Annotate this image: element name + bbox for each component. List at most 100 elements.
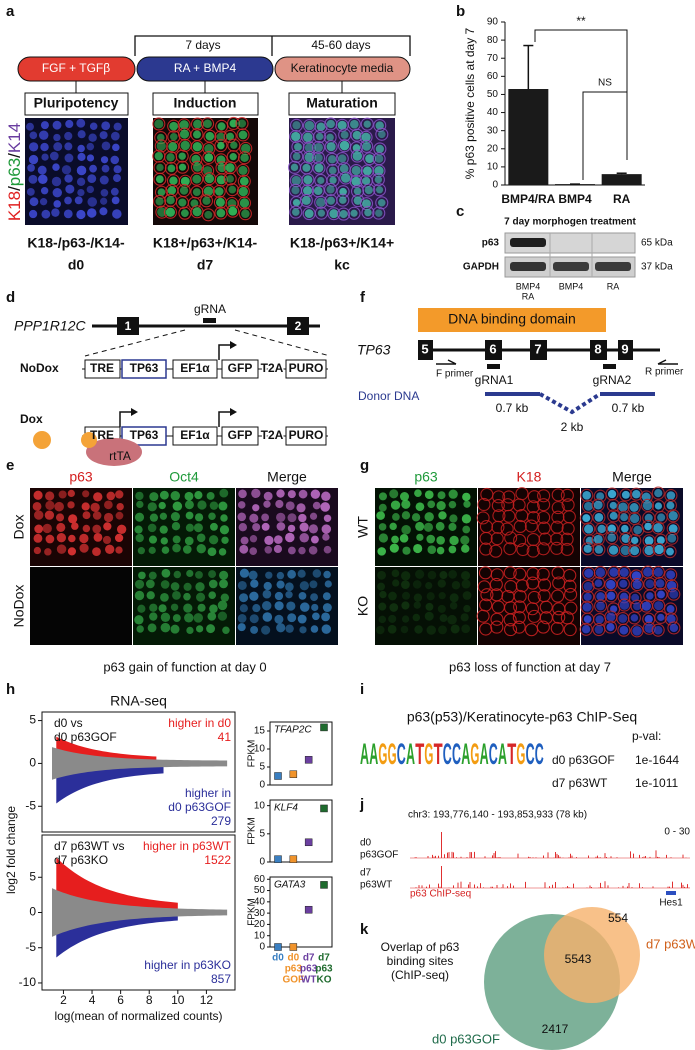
down-cloud — [56, 763, 164, 804]
nucleus — [179, 129, 190, 139]
nucleus — [137, 547, 145, 555]
element-box — [84, 359, 121, 379]
cell-outline — [502, 490, 516, 504]
nucleus — [287, 613, 297, 623]
nucleus — [644, 614, 653, 624]
nucleus — [82, 524, 91, 533]
nucleus — [206, 491, 215, 500]
y-tick-label: 0 — [259, 942, 265, 953]
nucleus — [596, 492, 605, 501]
nucleus — [86, 185, 95, 194]
cell-outline — [651, 521, 665, 535]
column-header: Oct4 — [169, 469, 199, 485]
nucleus — [654, 502, 663, 510]
cell-outline — [490, 620, 504, 634]
comparison: d0 p63GOF — [54, 730, 117, 744]
nucleus — [241, 209, 250, 218]
nucleus — [32, 502, 42, 511]
nucleus — [184, 613, 194, 623]
nucleus — [81, 502, 90, 511]
exon — [590, 340, 607, 360]
nucleus — [314, 163, 324, 173]
point — [289, 943, 298, 951]
nucleus — [656, 536, 665, 545]
nucleus — [308, 545, 318, 555]
nucleus — [206, 624, 216, 634]
element-box — [172, 359, 218, 379]
x-tick-label: p63 — [285, 964, 303, 975]
up-label: higher in p63WT — [143, 839, 232, 853]
nucleus — [375, 121, 384, 130]
nucleus — [415, 521, 425, 531]
nucleus — [160, 537, 168, 545]
track-type: p63 ChIP-seq — [410, 889, 471, 900]
nucleus — [252, 604, 261, 613]
nucleus — [40, 121, 49, 130]
nucleus — [159, 490, 169, 500]
nucleus — [401, 525, 411, 535]
cells — [237, 568, 332, 635]
nucleus — [181, 209, 189, 218]
nucleus — [29, 197, 39, 207]
nucleus — [377, 582, 386, 591]
venn-title: (ChIP-seq) — [391, 968, 449, 982]
y-tick-label: -5 — [25, 798, 36, 812]
x-tick-label: KO — [317, 975, 332, 986]
cell-outline — [153, 194, 167, 208]
cell-outline — [560, 532, 574, 546]
nucleus — [157, 188, 166, 197]
plot-frame — [41, 711, 236, 833]
y-tick-label: 60 — [487, 71, 499, 82]
nucleus — [427, 570, 437, 580]
cell-outline — [564, 601, 578, 615]
cell-outline — [238, 151, 252, 165]
arm-length: 2 kb — [561, 420, 584, 434]
x-tick-label: 6 — [117, 993, 124, 1007]
nucleus — [115, 490, 124, 499]
cell-outline — [502, 509, 516, 523]
nucleus — [426, 625, 436, 635]
exon-label: 9 — [621, 341, 628, 356]
nucleus — [194, 491, 203, 500]
nucleus — [377, 130, 386, 139]
stain-label: K18/p63/K14 — [5, 123, 24, 221]
nucleus — [249, 513, 259, 523]
x-tick-label: WT — [301, 975, 317, 986]
nucleus — [192, 207, 202, 217]
nucleus — [310, 535, 319, 544]
nucleus — [264, 535, 274, 546]
nucleus — [52, 120, 62, 130]
cell-outline — [313, 129, 327, 144]
nucleus — [250, 626, 259, 634]
nucleus — [197, 603, 206, 612]
nucleus — [401, 511, 411, 520]
nucleus — [313, 186, 323, 196]
cell-outline — [223, 129, 237, 144]
y-tick-label: 0 — [29, 756, 36, 770]
y-tick-label: 5 — [29, 869, 36, 883]
cell-outline — [666, 509, 680, 523]
nucleus — [304, 120, 315, 131]
nucleus — [619, 579, 628, 588]
nucleus — [653, 625, 663, 635]
cell-outline — [604, 578, 618, 592]
point — [274, 943, 282, 951]
nucleus — [64, 131, 73, 141]
media: Keratinocyte media — [291, 61, 394, 75]
nucleus — [303, 132, 313, 143]
locus: PPP1R12C — [14, 318, 86, 334]
nucleus — [273, 544, 283, 554]
nucleus — [179, 120, 189, 130]
nucleus — [436, 501, 446, 511]
cell-outline — [215, 119, 229, 133]
significance-bracket — [582, 91, 628, 180]
connector — [75, 81, 343, 93]
up-label: higher in d0 — [168, 716, 231, 730]
nucleus — [326, 133, 334, 142]
cell-outline — [153, 172, 167, 186]
cells — [237, 488, 332, 555]
nucleus — [208, 591, 217, 600]
nucleus — [668, 511, 678, 521]
nucleus — [326, 196, 336, 205]
nucleus — [76, 209, 86, 220]
